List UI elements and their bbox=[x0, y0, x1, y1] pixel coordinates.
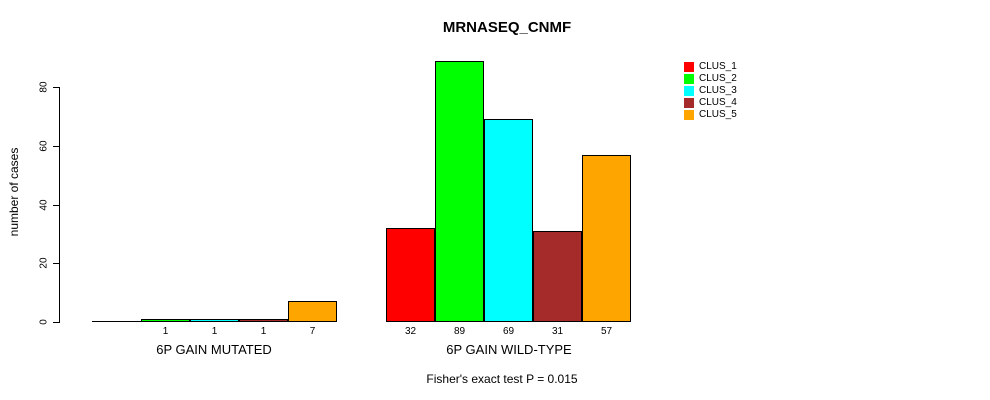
bar-clus_2-group1 bbox=[141, 319, 190, 322]
y-axis-line bbox=[59, 87, 60, 323]
chart-title: MRNASEQ_CNMF bbox=[442, 19, 572, 36]
y-tick-label: 60 bbox=[38, 140, 50, 152]
legend-swatch-icon bbox=[684, 62, 694, 72]
y-tick-mark bbox=[53, 87, 59, 88]
y-tick-label: 80 bbox=[38, 81, 50, 93]
bar-clus_1-group1-zero bbox=[92, 321, 141, 322]
x-axis-group-label-wild-type: 6P GAIN WILD-TYPE bbox=[446, 342, 572, 357]
bar-value-label: 32 bbox=[404, 326, 417, 337]
bar-value-label: 1 bbox=[162, 326, 169, 337]
y-tick-mark bbox=[53, 263, 59, 264]
legend-label: CLUS_4 bbox=[699, 97, 737, 108]
legend: CLUS_1 CLUS_2 CLUS_3 CLUS_4 CLUS_5 bbox=[684, 61, 737, 121]
bar-clus_5-group1 bbox=[288, 301, 337, 322]
legend-swatch-icon bbox=[684, 86, 694, 96]
y-tick-label: 20 bbox=[38, 257, 50, 269]
legend-swatch-icon bbox=[684, 98, 694, 108]
bar-clus_5-group2 bbox=[582, 155, 631, 322]
bar-clus_3-group1 bbox=[190, 319, 239, 322]
legend-item-clus_5: CLUS_5 bbox=[684, 109, 737, 121]
legend-label: CLUS_1 bbox=[699, 61, 737, 72]
bar-clus_4-group1 bbox=[239, 319, 288, 322]
bar-value-label: 7 bbox=[309, 326, 316, 337]
y-tick-mark bbox=[53, 322, 59, 323]
bar-clus_4-group2 bbox=[533, 231, 582, 322]
legend-label: CLUS_3 bbox=[699, 85, 737, 96]
legend-label: CLUS_5 bbox=[699, 109, 737, 120]
legend-item-clus_3: CLUS_3 bbox=[684, 85, 737, 97]
bar-clus_2-group2 bbox=[435, 61, 484, 322]
bar-clus_3-group2 bbox=[484, 119, 533, 322]
x-axis-group-label-mutated: 6P GAIN MUTATED bbox=[156, 342, 272, 357]
legend-swatch-icon bbox=[684, 74, 694, 84]
y-tick-label: 0 bbox=[38, 319, 50, 325]
bar-value-label: 57 bbox=[600, 326, 613, 337]
bar-value-label: 69 bbox=[502, 326, 515, 337]
bar-value-label: 1 bbox=[211, 326, 218, 337]
bar-value-label: 1 bbox=[260, 326, 267, 337]
legend-item-clus_2: CLUS_2 bbox=[684, 73, 737, 85]
y-tick-mark bbox=[53, 205, 59, 206]
legend-item-clus_1: CLUS_1 bbox=[684, 61, 737, 73]
fisher-test-caption: Fisher's exact test P = 0.015 bbox=[426, 372, 578, 386]
bar-value-label: 89 bbox=[453, 326, 466, 337]
bar-clus_1-group2 bbox=[386, 228, 435, 322]
bar-value-label: 31 bbox=[551, 326, 564, 337]
legend-label: CLUS_2 bbox=[699, 73, 737, 84]
y-tick-mark bbox=[53, 146, 59, 147]
y-axis-label: number of cases bbox=[7, 147, 21, 237]
legend-item-clus_4: CLUS_4 bbox=[684, 97, 737, 109]
y-tick-label: 40 bbox=[38, 199, 50, 211]
legend-swatch-icon bbox=[684, 110, 694, 120]
